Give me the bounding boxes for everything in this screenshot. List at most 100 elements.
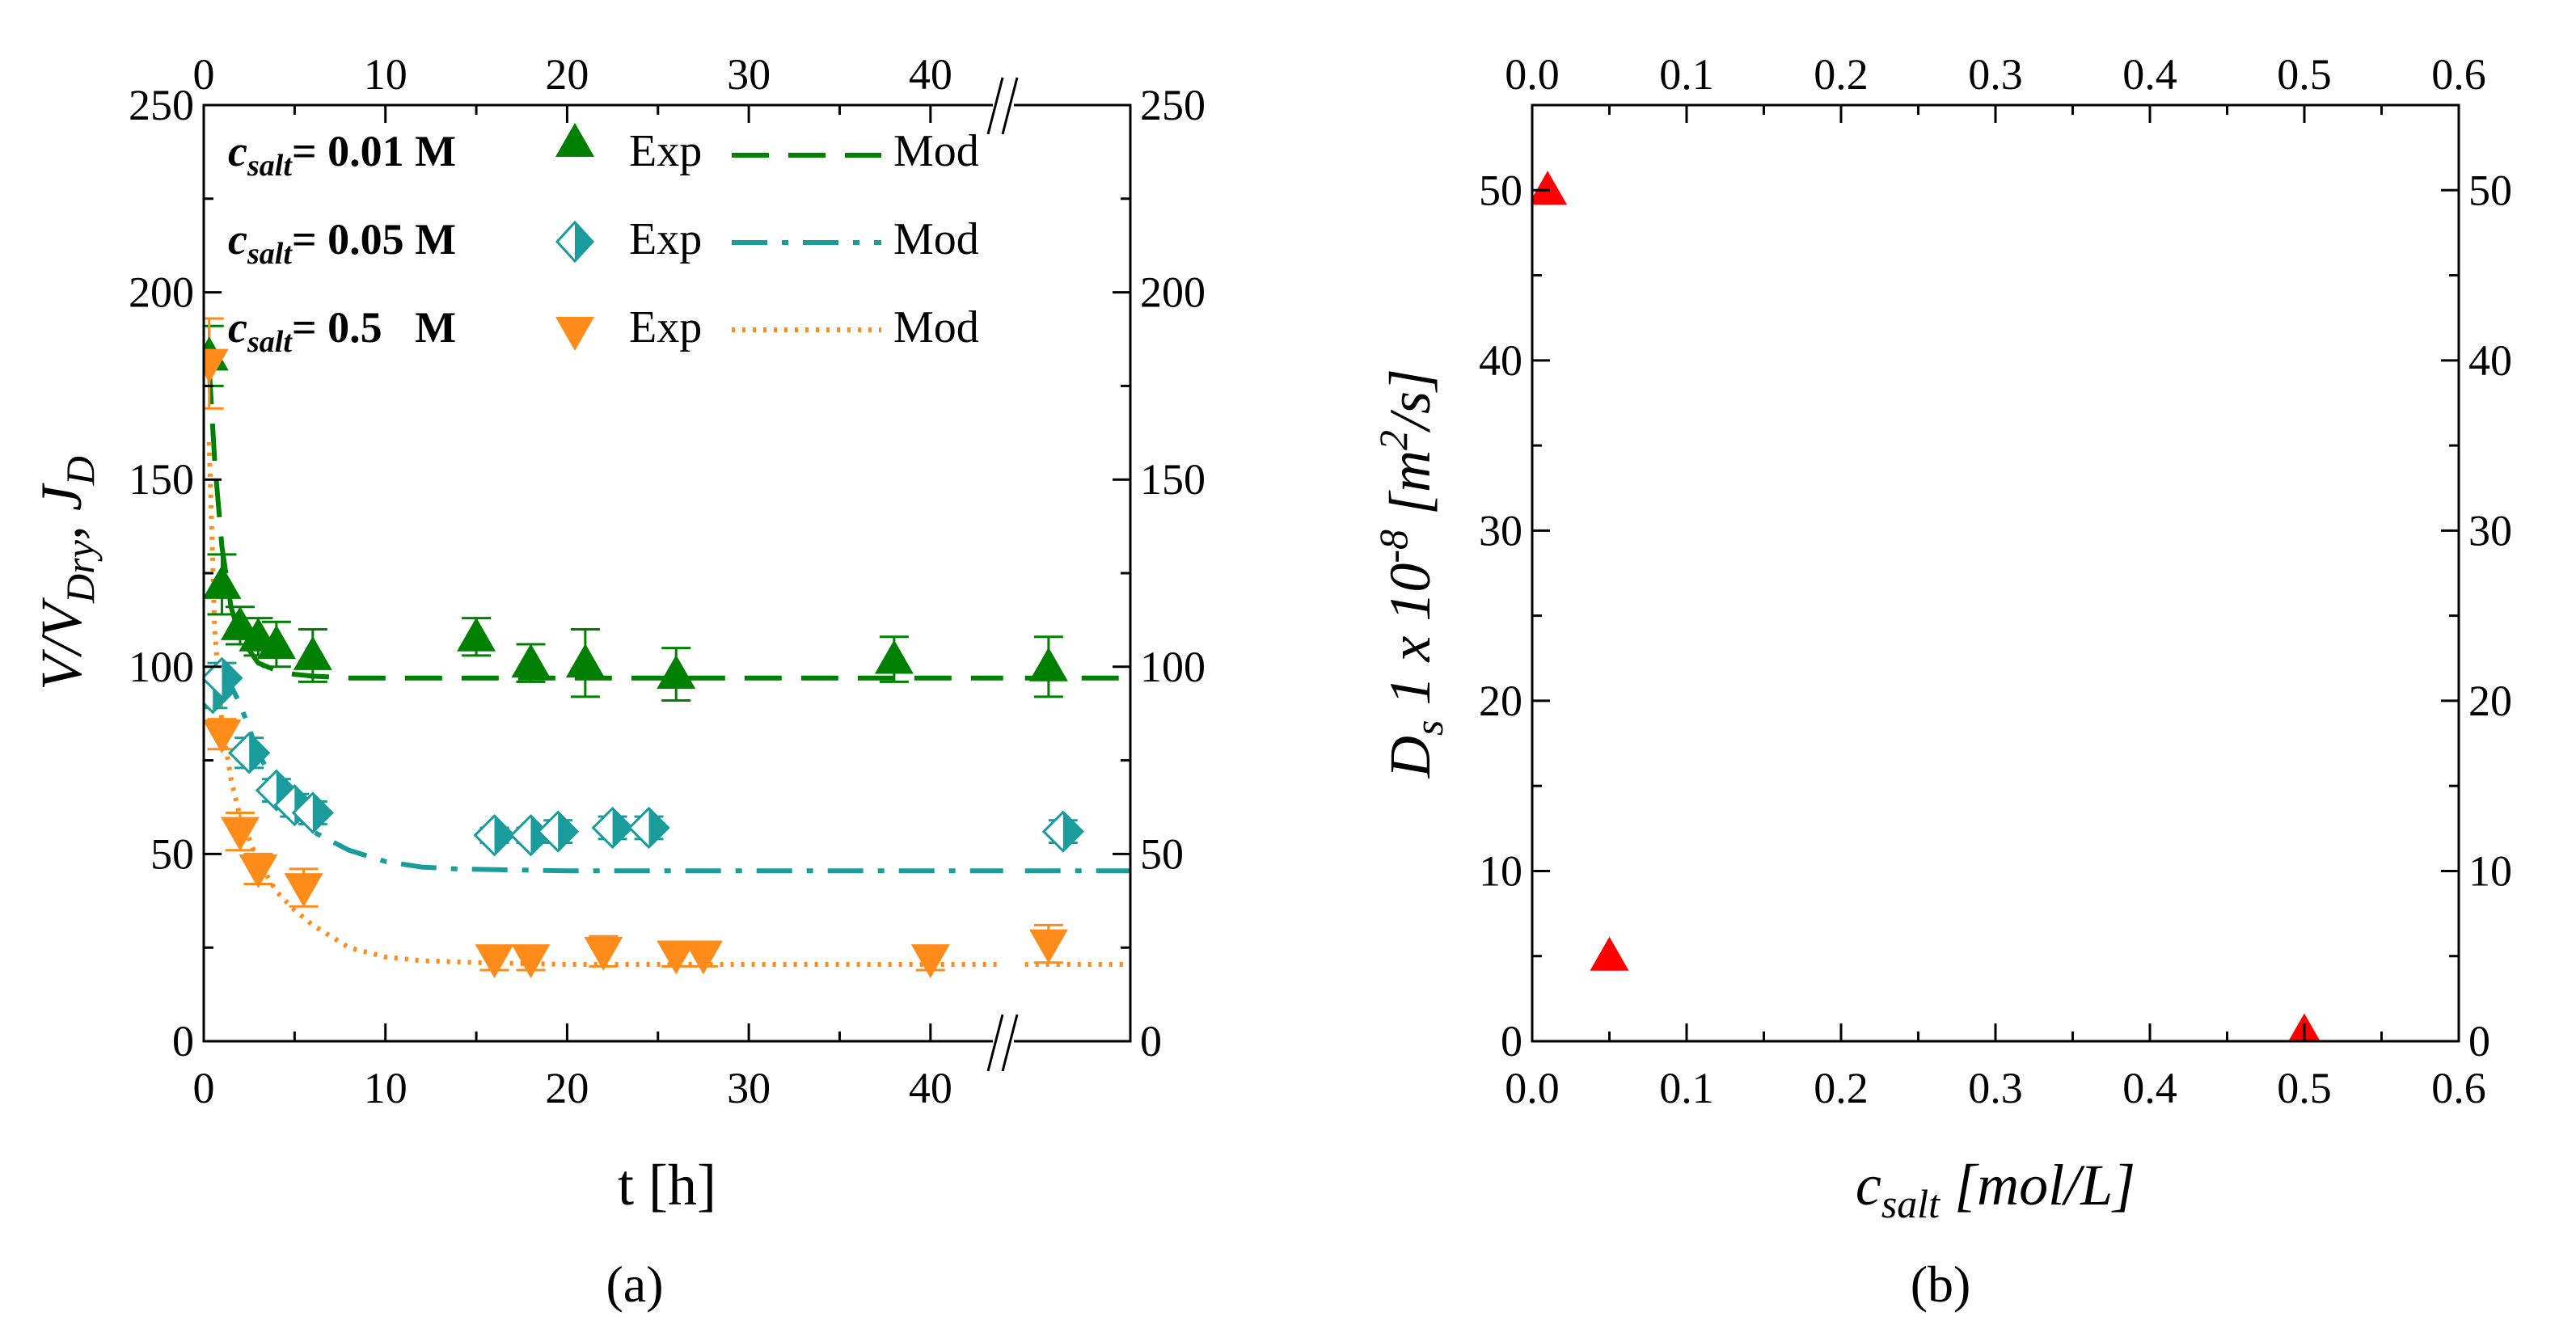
b-xtick-label-bottom: 0.6 <box>2431 1064 2486 1112</box>
data-point <box>584 936 623 971</box>
panel-a-label: (a) <box>606 1255 663 1313</box>
a-xtick-label-bottom: 20 <box>545 1064 589 1112</box>
data-point <box>293 635 332 670</box>
panel-b-plot-area <box>1532 171 2321 1041</box>
b-xtick-label-top: 0.4 <box>2122 50 2177 99</box>
a-xtick-label-bottom: 30 <box>727 1064 771 1112</box>
legend-label-0.01M: csalt= 0.01 M <box>228 127 456 183</box>
a-ytick-label-left: 0 <box>172 1017 194 1065</box>
b-ytick-label-left: 30 <box>1479 506 1522 555</box>
data-point <box>627 806 670 850</box>
data-point <box>204 564 242 599</box>
b-xtick-label-bottom: 0.2 <box>1814 1064 1869 1112</box>
a-xtick-label-top: 10 <box>364 50 408 99</box>
b-ytick-label-left: 0 <box>1501 1017 1522 1065</box>
legend-label-0.05M: csalt= 0.05 M <box>228 215 456 271</box>
panel-b-ticks <box>1531 105 2460 1043</box>
data-point <box>1532 171 1568 205</box>
panel-a-x-axis-title: t [h] <box>618 1153 716 1217</box>
legend-label-0.5M: csalt= 0.5 M <box>228 303 456 359</box>
legend-exp-0.01M: Exp <box>629 126 702 176</box>
panel-b-markers <box>1532 171 2321 1041</box>
b-xtick-label-top: 0.2 <box>1814 50 1869 99</box>
a-ytick-label-left: 150 <box>129 455 194 504</box>
data-point <box>1028 929 1068 964</box>
a-ytick-label-left: 50 <box>150 829 194 878</box>
b-ytick-label-left: 10 <box>1479 846 1522 895</box>
b-ytick-label-left: 20 <box>1479 677 1522 725</box>
a-xtick-label-top: 20 <box>545 50 589 99</box>
data-point <box>284 873 323 908</box>
a-ytick-label-left: 250 <box>129 81 194 129</box>
panel-a-axis-break-top <box>986 77 1019 135</box>
a-ytick-label-right: 150 <box>1140 455 1206 504</box>
model-line-1 <box>219 665 1003 874</box>
a-xtick-label-bottom: 40 <box>909 1064 952 1112</box>
a-ytick-label-right: 250 <box>1140 81 1206 129</box>
data-point <box>220 816 260 851</box>
panel-a-markers <box>204 336 1084 979</box>
legend-row-0.5M: csalt= 0.5 M Exp Mod <box>228 302 979 359</box>
b-xtick-label-top: 0.0 <box>1505 50 1560 99</box>
a-xtick-label-top: 0 <box>193 50 215 99</box>
b-xtick-label-bottom: 0.5 <box>2277 1064 2332 1112</box>
b-ytick-label-left: 40 <box>1479 336 1522 385</box>
b-xtick-label-bottom: 0.0 <box>1505 1064 1560 1112</box>
a-xtick-label-bottom: 10 <box>364 1064 408 1112</box>
b-xtick-label-bottom: 0.4 <box>2122 1064 2177 1112</box>
data-point <box>475 944 514 979</box>
a-ytick-label-right: 50 <box>1140 829 1184 878</box>
data-point <box>657 655 696 690</box>
data-point <box>220 605 260 640</box>
data-point <box>565 643 605 678</box>
b-xtick-label-bottom: 0.3 <box>1968 1064 2023 1112</box>
data-point <box>683 940 723 975</box>
panel-b-frame <box>1531 103 2460 1043</box>
data-point <box>239 854 278 888</box>
legend-exp-0.05M: Exp <box>629 214 702 264</box>
legend-exp-0.5M: Exp <box>629 302 702 352</box>
data-point <box>291 791 334 834</box>
b-ytick-label-left: 50 <box>1479 166 1522 214</box>
data-point <box>511 643 551 678</box>
legend-mod-0.5M: Mod <box>893 302 979 352</box>
data-point <box>511 944 551 979</box>
b-xtick-label-top: 0.5 <box>2277 50 2332 99</box>
data-point <box>910 944 950 979</box>
data-point <box>204 656 243 699</box>
b-xtick-label-top: 0.1 <box>1659 50 1714 99</box>
data-point <box>457 617 496 652</box>
data-point <box>1590 936 1629 971</box>
legend-mod-0.01M: Mod <box>893 126 979 176</box>
a-ytick-label-left: 200 <box>129 268 194 317</box>
data-point <box>228 732 271 774</box>
data-point <box>204 719 242 754</box>
model-line-2 <box>206 441 1003 967</box>
a-ytick-label-right: 0 <box>1140 1017 1162 1065</box>
b-ytick-label-right: 50 <box>2468 166 2512 214</box>
data-point <box>657 940 696 975</box>
panel-a-plot-area <box>204 317 1130 979</box>
model-line-0 <box>206 367 1003 681</box>
legend-marker-0.01M <box>555 123 594 157</box>
b-xtick-label-bottom: 0.1 <box>1659 1064 1714 1112</box>
b-ytick-label-right: 20 <box>2468 677 2512 725</box>
a-ytick-label-right: 200 <box>1140 268 1206 317</box>
a-xtick-label-bottom: 0 <box>193 1064 215 1112</box>
panel-a-model-lines <box>206 367 1130 967</box>
panel-b-tick-labels: 0.00.00.10.10.20.20.30.30.40.40.50.50.60… <box>1479 50 2512 1112</box>
data-point <box>256 625 296 660</box>
data-point <box>874 639 914 674</box>
panel-b: 0.00.00.10.10.20.20.30.30.40.40.50.50.60… <box>1370 50 2512 1313</box>
b-ytick-label-right: 30 <box>2468 506 2512 555</box>
data-point <box>204 348 229 383</box>
panel-a-axis-break-bottom <box>986 1014 1019 1072</box>
legend-row-0.05M: csalt= 0.05 M Exp Mod <box>228 214 979 271</box>
legend-row-0.01M: csalt= 0.01 M Exp Mod <box>228 123 979 183</box>
a-xtick-label-top: 40 <box>909 50 952 99</box>
a-ytick-label-left: 100 <box>129 643 194 691</box>
legend-marker-0.05M <box>555 220 595 264</box>
